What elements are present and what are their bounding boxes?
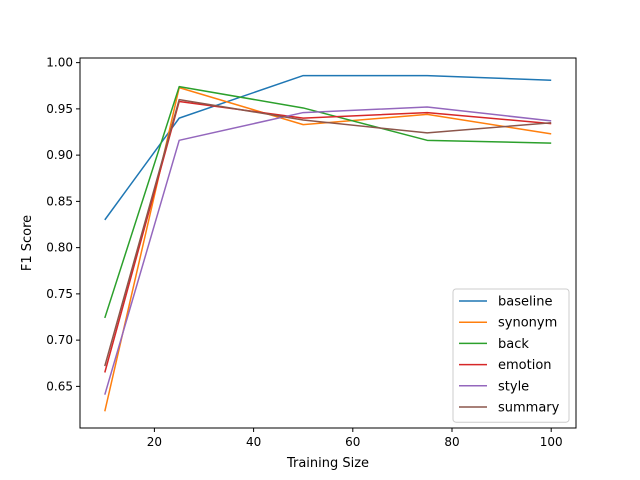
series-line-baseline	[104, 74, 552, 221]
y-axis-label: F1 Score	[20, 215, 35, 271]
y-tick-label: 0.80	[46, 241, 73, 255]
y-tick-label: 0.90	[46, 148, 73, 162]
y-tick-label: 0.70	[46, 333, 73, 347]
y-tick-label: 0.65	[46, 379, 73, 393]
y-axis-ticks: 0.65 0.70 0.75 0.80 0.85 0.90 0.95 1.00	[46, 56, 80, 393]
legend-label-back: back	[498, 337, 529, 352]
y-tick-label: 0.75	[46, 287, 73, 301]
plot-area-frame	[79, 57, 577, 429]
legend-label-baseline: baseline	[498, 295, 552, 310]
series-lines	[104, 74, 552, 412]
x-tick-label: 60	[345, 435, 360, 449]
legend-label-emotion: emotion	[498, 358, 552, 373]
series-line-back	[104, 85, 552, 319]
legend-label-summary: summary	[498, 401, 560, 416]
y-tick-label: 1.00	[46, 56, 73, 70]
legend: baseline synonym back emotion style summary	[452, 288, 570, 423]
y-tick-label: 0.95	[46, 102, 73, 116]
legend-label-style: style	[498, 379, 529, 394]
y-tick-label: 0.85	[46, 194, 73, 208]
x-tick-label: 40	[246, 435, 261, 449]
x-axis-label: Training Size	[286, 456, 369, 471]
series-line-emotion	[104, 100, 552, 373]
x-axis-ticks: 20 40 60 80 100	[147, 428, 563, 449]
series-line-synonym	[104, 86, 552, 412]
x-tick-label: 100	[540, 435, 563, 449]
x-tick-label: 80	[444, 435, 459, 449]
series-line-summary	[104, 98, 552, 367]
series-line-style	[104, 106, 552, 395]
x-tick-label: 20	[147, 435, 162, 449]
legend-label-synonym: synonym	[498, 316, 557, 331]
